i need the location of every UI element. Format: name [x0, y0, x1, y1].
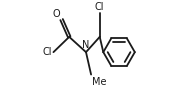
Text: Cl: Cl — [43, 47, 52, 57]
Text: O: O — [53, 9, 61, 19]
Text: Cl: Cl — [95, 2, 104, 12]
Text: N: N — [82, 40, 90, 50]
Text: Me: Me — [92, 77, 107, 87]
